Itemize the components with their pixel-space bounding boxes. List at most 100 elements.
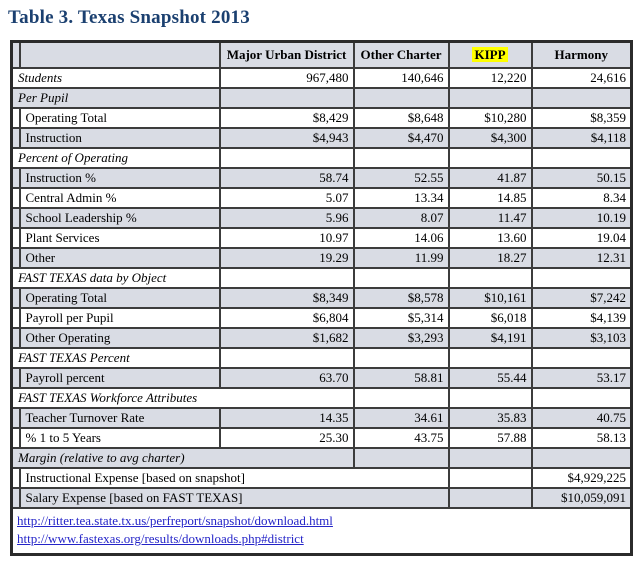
table-row: Instruction $4,943 $4,470 $4,300 $4,118 (10, 127, 633, 149)
indent-cell (10, 307, 21, 329)
table-row: Teacher Turnover Rate 14.35 34.61 35.83 … (10, 407, 633, 429)
cell-harmony: $8,359 (530, 107, 633, 129)
empty-cell (218, 147, 355, 169)
cell-major-urban-district: $6,804 (218, 307, 355, 329)
page: Table 3. Texas Snapshot 2013 Major Urban… (8, 7, 633, 556)
row-label: Salary Expense [based on FAST TEXAS] (18, 487, 450, 509)
cell-other-charter: 14.06 (352, 227, 450, 249)
cell-major-urban-district: 10.97 (218, 227, 355, 249)
row-label: Instruction % (18, 167, 221, 189)
cell-harmony: 24,616 (530, 67, 633, 89)
empty-cell (218, 87, 355, 109)
table-row: School Leadership % 5.96 8.07 11.47 10.1… (10, 207, 633, 229)
empty-cell (352, 347, 450, 369)
cell-other-charter: $3,293 (352, 327, 450, 349)
section-label: Margin (relative to avg charter) (10, 447, 355, 469)
indent-cell (10, 287, 21, 309)
cell-kipp: 41.87 (447, 167, 533, 189)
row-label: Students (10, 67, 221, 89)
cell-kipp: 18.27 (447, 247, 533, 269)
cell-harmony: 53.17 (530, 367, 633, 389)
table-row: Payroll percent 63.70 58.81 55.44 53.17 (10, 367, 633, 389)
cell-major-urban-district: 63.70 (218, 367, 355, 389)
table-row: % 1 to 5 Years 25.30 43.75 57.88 58.13 (10, 427, 633, 449)
cell-kipp: 57.88 (447, 427, 533, 449)
table-row: Central Admin % 5.07 13.34 14.85 8.34 (10, 187, 633, 209)
cell-major-urban-district: 5.07 (218, 187, 355, 209)
empty-cell (447, 147, 533, 169)
table-row: Salary Expense [based on FAST TEXAS] $10… (10, 487, 633, 509)
row-label: School Leadership % (18, 207, 221, 229)
cell-other-charter: 43.75 (352, 427, 450, 449)
cell-harmony: 19.04 (530, 227, 633, 249)
cell-other-charter: 52.55 (352, 167, 450, 189)
empty-cell (352, 147, 450, 169)
table-row: Operating Total $8,349 $8,578 $10,161 $7… (10, 287, 633, 309)
row-label: % 1 to 5 Years (18, 427, 221, 449)
empty-cell (447, 387, 533, 409)
cell-major-urban-district: $8,429 (218, 107, 355, 129)
row-label: Other (18, 247, 221, 269)
cell-other-charter: $4,470 (352, 127, 450, 149)
cell-other-charter: 58.81 (352, 367, 450, 389)
section-row: Percent of Operating (10, 147, 633, 169)
indent-cell (10, 427, 21, 449)
cell-kipp: 11.47 (447, 207, 533, 229)
empty-cell (352, 87, 450, 109)
empty-cell (447, 267, 533, 289)
row-label: Payroll percent (18, 367, 221, 389)
empty-cell (447, 487, 533, 509)
cell-other-charter: $5,314 (352, 307, 450, 329)
cell-harmony: 10.19 (530, 207, 633, 229)
cell-major-urban-district: 25.30 (218, 427, 355, 449)
section-row: Margin (relative to avg charter) (10, 447, 633, 469)
section-label: FAST TEXAS Workforce Attributes (10, 387, 355, 409)
empty-cell (530, 147, 633, 169)
cell-harmony: $4,139 (530, 307, 633, 329)
source-link-fastexas[interactable]: http://www.fastexas.org/results/download… (17, 531, 304, 546)
cell-harmony: $4,118 (530, 127, 633, 149)
column-header-major-urban-district: Major Urban District (218, 40, 355, 69)
table-row: Instructional Expense [based on snapshot… (10, 467, 633, 489)
cell-harmony: $4,929,225 (530, 467, 633, 489)
kipp-highlight: KIPP (472, 47, 508, 62)
row-label: Central Admin % (18, 187, 221, 209)
cell-other-charter: 11.99 (352, 247, 450, 269)
row-label: Operating Total (18, 107, 221, 129)
cell-other-charter: $8,648 (352, 107, 450, 129)
table-row: Plant Services 10.97 14.06 13.60 19.04 (10, 227, 633, 249)
header-empty-label-cell (18, 40, 221, 69)
indent-cell (10, 407, 21, 429)
section-label: FAST TEXAS Percent (10, 347, 221, 369)
source-link-tea-snapshot[interactable]: http://ritter.tea.state.tx.us/perfreport… (17, 513, 333, 528)
cell-major-urban-district: 14.35 (218, 407, 355, 429)
cell-kipp: $6,018 (447, 307, 533, 329)
indent-cell (10, 187, 21, 209)
cell-major-urban-district: 19.29 (218, 247, 355, 269)
indent-cell (10, 487, 21, 509)
empty-cell (530, 447, 633, 469)
cell-harmony: $10,059,091 (530, 487, 633, 509)
cell-kipp: $10,280 (447, 107, 533, 129)
empty-cell (352, 267, 450, 289)
table-row: Payroll per Pupil $6,804 $5,314 $6,018 $… (10, 307, 633, 329)
empty-cell (447, 87, 533, 109)
cell-kipp: 13.60 (447, 227, 533, 249)
section-label: Percent of Operating (10, 147, 221, 169)
source-links-cell: http://ritter.tea.state.tx.us/perfreport… (10, 507, 633, 556)
table-row: Other Operating $1,682 $3,293 $4,191 $3,… (10, 327, 633, 349)
cell-kipp: $10,161 (447, 287, 533, 309)
empty-cell (218, 347, 355, 369)
section-row: Per Pupil (10, 87, 633, 109)
cell-major-urban-district: 967,480 (218, 67, 355, 89)
row-label: Plant Services (18, 227, 221, 249)
empty-cell (447, 447, 533, 469)
empty-cell (352, 387, 450, 409)
header-indent-cell (10, 40, 21, 69)
section-row: FAST TEXAS data by Object (10, 267, 633, 289)
cell-harmony: 8.34 (530, 187, 633, 209)
indent-cell (10, 467, 21, 489)
section-row: FAST TEXAS Percent (10, 347, 633, 369)
cell-harmony: 40.75 (530, 407, 633, 429)
cell-other-charter: $8,578 (352, 287, 450, 309)
